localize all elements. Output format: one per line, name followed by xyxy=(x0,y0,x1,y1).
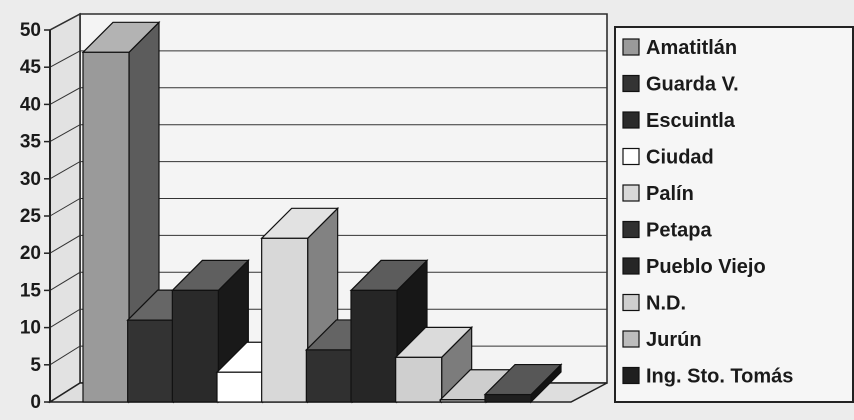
chart-side-wall xyxy=(49,12,81,404)
gridline-25 xyxy=(49,198,607,217)
legend-swatch xyxy=(622,184,640,202)
legend-swatch xyxy=(622,111,640,129)
y-tick-label: 5 xyxy=(30,355,41,376)
y-tick-label: 50 xyxy=(20,20,41,41)
legend-label: N.D. xyxy=(646,293,686,315)
bar-front xyxy=(171,289,219,403)
y-tick-label: 25 xyxy=(20,206,42,227)
bar-front xyxy=(395,356,443,403)
y-tick-label: 40 xyxy=(20,94,41,115)
legend-label: Palín xyxy=(646,183,694,205)
gridline-35 xyxy=(49,124,607,143)
gridline-40 xyxy=(49,87,607,105)
y-tick-label: 0 xyxy=(30,392,41,413)
legend-swatch xyxy=(622,38,640,56)
y-tick-label: 15 xyxy=(20,280,42,301)
y-tick-label: 45 xyxy=(20,57,42,78)
legend-swatch xyxy=(622,147,640,166)
gridline-20 xyxy=(49,234,607,254)
legend-label: Ing. Sto. Tomás xyxy=(646,366,793,388)
gridline-10 xyxy=(49,308,607,329)
bar-7 xyxy=(394,325,474,404)
bar-9 xyxy=(483,363,563,404)
y-tick-label: 30 xyxy=(20,169,41,190)
bar-front xyxy=(216,371,264,403)
gridline-50 xyxy=(49,13,607,31)
bar-front xyxy=(439,399,487,403)
legend-label: Petapa xyxy=(646,220,712,242)
bar-front xyxy=(261,237,309,403)
y-tick-label: 10 xyxy=(20,318,41,339)
legend-swatch xyxy=(622,293,640,312)
legend-swatch xyxy=(622,257,640,275)
bar-front xyxy=(484,393,532,403)
legend-label: Amatitlán xyxy=(646,37,737,59)
y-tick-label: 35 xyxy=(20,132,42,153)
gridline-30 xyxy=(49,161,607,180)
legend-label: Jurún xyxy=(646,329,702,351)
legend-swatch xyxy=(622,330,640,348)
legend-swatch xyxy=(622,220,640,239)
legend-box xyxy=(614,26,854,403)
legend-label: Guarda V. xyxy=(646,74,739,96)
bar-front xyxy=(127,319,175,403)
legend-swatch xyxy=(622,366,640,385)
legend-label: Escuintla xyxy=(646,110,736,132)
gridline-45 xyxy=(49,50,607,68)
gridline-15 xyxy=(49,271,607,291)
legend-label: Ciudad xyxy=(646,147,714,169)
bar-front xyxy=(350,289,398,403)
legend-label: Pueblo Viejo xyxy=(646,256,766,278)
legend-swatch xyxy=(622,74,640,93)
y-tick-label: 20 xyxy=(20,243,41,264)
bar-front xyxy=(82,51,130,403)
bar-front xyxy=(305,349,353,403)
